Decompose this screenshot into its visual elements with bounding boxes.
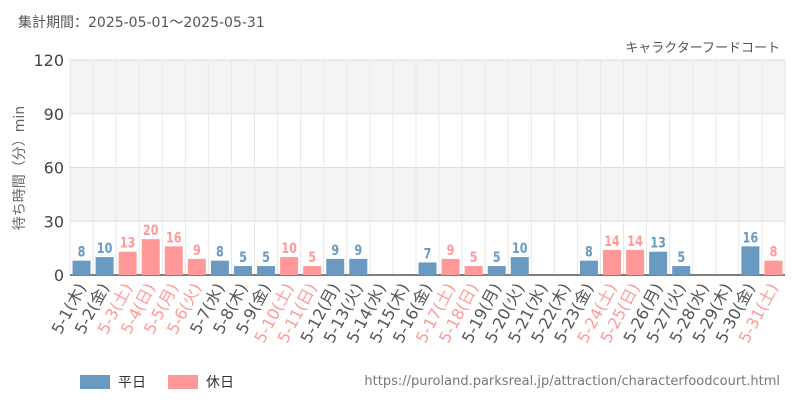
bar-value-label: 10: [97, 240, 113, 257]
bar: [72, 260, 91, 275]
bar: [649, 251, 668, 275]
bar: [487, 266, 506, 275]
legend-swatch-holiday: [168, 375, 198, 389]
bar-value-label: 16: [166, 229, 182, 246]
bar: [141, 239, 160, 275]
bar-value-label: 9: [447, 242, 455, 259]
legend: 平日 休日: [80, 372, 256, 392]
bar-value-label: 5: [677, 249, 685, 266]
legend-swatch-weekday: [80, 375, 110, 389]
bar-value-label: 5: [239, 249, 247, 266]
bar-value-label: 8: [78, 243, 86, 260]
bar-value-label: 5: [470, 249, 478, 266]
period-label: 集計期間：2025-05-01～2025-05-31: [18, 15, 265, 31]
y-axis-label: 待ち時間（分）min: [12, 106, 28, 230]
bar-value-label: 5: [493, 249, 501, 266]
bar: [418, 262, 437, 275]
bar: [210, 260, 229, 275]
legend-label-holiday: 休日: [206, 375, 234, 391]
bar-value-label: 14: [604, 233, 620, 250]
bar: [672, 266, 691, 275]
bar-value-label: 14: [627, 233, 643, 250]
legend-label-weekday: 平日: [118, 375, 146, 391]
bar-value-label: 8: [216, 243, 224, 260]
bar-value-label: 5: [308, 249, 316, 266]
bar: [257, 266, 276, 275]
bar: [764, 260, 783, 275]
bar-value-label: 8: [585, 243, 593, 260]
bar: [164, 246, 183, 275]
bar: [441, 258, 460, 275]
y-tick-label: 30: [44, 212, 64, 231]
bar: [326, 258, 345, 275]
bar: [118, 251, 137, 275]
bar-value-label: 13: [120, 234, 136, 251]
y-tick-label: 120: [33, 51, 64, 70]
bar: [603, 249, 622, 275]
bar-value-label: 9: [354, 242, 362, 259]
bar-value-label: 7: [424, 245, 432, 262]
bar-value-label: 20: [143, 222, 159, 239]
chart-title: キャラクターフードコート: [625, 41, 780, 56]
y-tick-label: 90: [44, 105, 64, 124]
bar-value-label: 5: [262, 249, 270, 266]
bar: [303, 266, 322, 275]
bar: [280, 257, 299, 275]
bar-value-label: 9: [331, 242, 339, 259]
y-tick-label: 0: [54, 266, 64, 285]
source-url[interactable]: https://puroland.parksreal.jp/attraction…: [364, 374, 780, 389]
bar: [626, 249, 645, 275]
legend-item-weekday: 平日: [80, 372, 146, 392]
bar-value-label: 10: [281, 240, 297, 257]
y-tick-label: 60: [44, 159, 64, 178]
bar: [579, 260, 598, 275]
bar-value-label: 8: [770, 243, 778, 260]
bar: [233, 266, 252, 275]
bars: [72, 239, 783, 275]
bar: [349, 258, 368, 275]
plot-band: [70, 167, 785, 222]
bar-value-label: 16: [743, 229, 759, 246]
bar-value-label: 10: [512, 240, 528, 257]
plot-band: [70, 113, 785, 168]
plot-band: [70, 60, 785, 114]
x-tick-labels: 5-1(木)5-2(金)5-3(土)5-4(日)5-5(月)5-6(火)5-7(…: [48, 280, 782, 346]
bar: [741, 246, 760, 275]
bar: [95, 257, 114, 275]
bar-value-label: 13: [650, 234, 666, 251]
y-tick-labels: 0 30 60 90 120: [33, 51, 64, 285]
legend-item-holiday: 休日: [168, 372, 234, 392]
bar: [187, 258, 206, 275]
bar: [464, 266, 483, 275]
bar-value-label: 9: [193, 242, 201, 259]
bar: [510, 257, 529, 275]
